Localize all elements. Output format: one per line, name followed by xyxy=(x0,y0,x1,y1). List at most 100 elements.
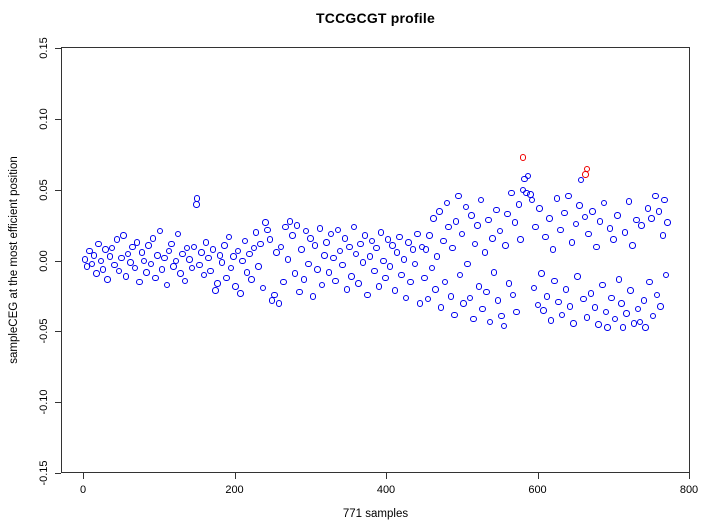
data-point xyxy=(486,318,494,326)
outlier-point xyxy=(519,154,527,161)
data-point xyxy=(574,273,581,280)
data-point xyxy=(255,263,262,270)
data-point xyxy=(156,227,164,235)
data-point xyxy=(433,253,441,260)
data-point xyxy=(509,291,517,299)
y-tick-mark xyxy=(55,331,61,333)
data-point xyxy=(496,227,504,235)
y-tick-mark xyxy=(55,189,61,191)
data-point xyxy=(330,254,337,262)
data-point xyxy=(104,276,111,283)
data-point xyxy=(400,256,408,263)
data-point xyxy=(649,312,657,320)
data-point xyxy=(551,277,558,285)
data-point xyxy=(409,246,417,253)
data-point xyxy=(547,317,555,324)
data-point xyxy=(596,218,604,225)
data-point xyxy=(515,201,523,208)
data-point xyxy=(264,226,271,234)
data-point xyxy=(445,223,452,231)
data-point xyxy=(380,257,387,265)
data-point xyxy=(558,311,566,319)
data-point xyxy=(88,260,96,268)
data-point xyxy=(570,320,577,327)
data-point xyxy=(589,208,596,215)
data-point xyxy=(532,223,539,231)
data-point xyxy=(223,274,230,282)
data-point xyxy=(291,270,299,277)
data-point xyxy=(200,271,208,279)
data-point xyxy=(227,264,235,272)
x-tick-label: 0 xyxy=(79,484,87,496)
data-point xyxy=(168,240,175,248)
data-point xyxy=(652,192,659,200)
data-point xyxy=(127,259,134,266)
data-point xyxy=(179,250,186,258)
chart-title: TCCGCGT profile xyxy=(316,10,435,26)
data-point xyxy=(336,247,344,255)
data-point xyxy=(455,192,462,200)
data-point xyxy=(273,249,280,256)
data-point xyxy=(546,215,553,222)
data-point xyxy=(441,278,449,286)
data-point xyxy=(327,230,335,238)
data-point xyxy=(464,260,471,268)
data-point xyxy=(172,257,180,265)
data-point xyxy=(355,280,362,287)
x-tick-mark xyxy=(83,473,84,479)
data-point xyxy=(158,266,166,273)
y-tick-label: -0.10 xyxy=(38,389,50,415)
data-point xyxy=(280,278,287,286)
data-point xyxy=(373,244,380,252)
data-point xyxy=(250,244,258,252)
data-point xyxy=(248,276,255,283)
data-point xyxy=(424,295,432,303)
data-point xyxy=(118,254,125,262)
data-point xyxy=(430,215,437,222)
data-point xyxy=(595,321,602,328)
data-point xyxy=(389,242,396,249)
data-point xyxy=(500,322,508,330)
data-point xyxy=(377,229,385,236)
data-point xyxy=(634,305,642,313)
data-point xyxy=(271,291,278,299)
data-point xyxy=(587,290,595,297)
data-point xyxy=(300,276,308,283)
data-point xyxy=(648,215,655,222)
y-tick-mark xyxy=(55,473,61,474)
data-point xyxy=(468,212,475,219)
data-point xyxy=(630,320,638,327)
data-point xyxy=(193,195,201,202)
data-point xyxy=(138,249,146,256)
data-point xyxy=(174,230,182,238)
data-point xyxy=(640,297,648,304)
data-point xyxy=(610,236,617,243)
data-point xyxy=(490,269,498,276)
data-point xyxy=(493,206,500,214)
data-point xyxy=(86,247,93,255)
data-point xyxy=(396,233,403,241)
data-point xyxy=(145,242,152,249)
data-point xyxy=(188,264,196,272)
data-point xyxy=(534,301,542,309)
data-point xyxy=(152,274,159,282)
data-point xyxy=(124,250,132,258)
data-point xyxy=(143,269,150,276)
data-point xyxy=(591,304,598,311)
data-point xyxy=(538,270,545,277)
data-point xyxy=(437,304,445,311)
data-point xyxy=(131,264,139,272)
data-point xyxy=(341,235,349,242)
data-point xyxy=(186,256,193,263)
x-tick-mark xyxy=(689,473,690,479)
data-point xyxy=(237,290,244,297)
data-point xyxy=(636,318,644,326)
data-point xyxy=(411,260,419,268)
data-point xyxy=(230,253,237,260)
data-point xyxy=(549,246,557,253)
data-point xyxy=(593,243,600,251)
y-tick-label: 0.00 xyxy=(38,249,50,272)
data-point xyxy=(458,230,466,238)
y-axis-title-text: sampleCEG at the most efficient position xyxy=(8,156,20,364)
data-point xyxy=(460,300,467,307)
